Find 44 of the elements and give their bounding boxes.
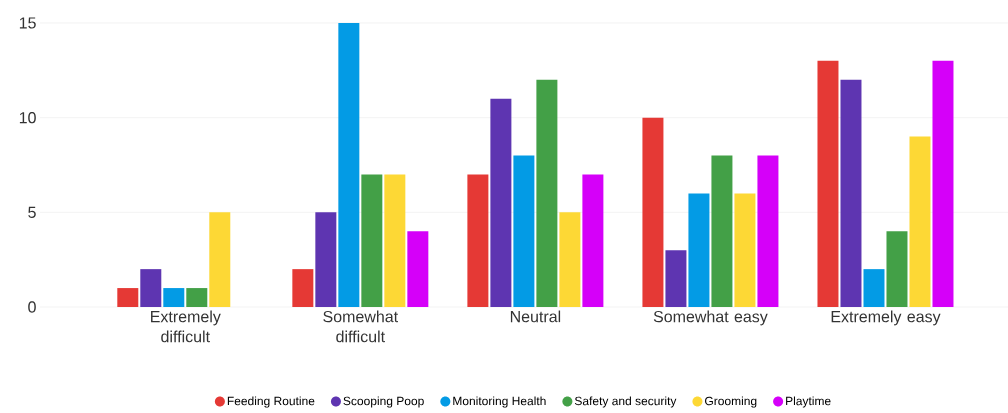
bar [886,231,908,307]
bar [711,155,733,307]
x-tick-label: Neutral [510,310,561,323]
bar [361,174,383,307]
bar [688,193,710,307]
bar [665,250,687,307]
bar [467,174,489,307]
bar [582,174,604,307]
bar [490,98,512,307]
y-tick-label: 5 [28,206,36,218]
x-tick-label: Somewhat easy [653,310,768,326]
bar [840,79,862,307]
bar [384,174,406,307]
bar [140,269,162,307]
bar [817,60,839,307]
bar [863,269,885,307]
legend-label: Feeding Routine [227,396,315,408]
x-tick-label: Somewhat difficult [323,310,399,343]
y-tick-label: 10 [19,112,36,124]
bar [209,212,231,307]
bar [163,288,185,307]
y-tick-label: 0 [28,301,36,313]
bar [642,117,664,307]
bar [407,231,429,307]
bar [734,193,756,307]
bar [338,23,360,307]
legend-label: Playtime [786,396,831,408]
bar [757,155,779,307]
bar [186,288,208,307]
legend-label: Safety and security [574,396,677,408]
legend-label: Monitoring Health [453,396,546,408]
legend-label: Scooping Poop [343,396,424,408]
bar [536,79,558,307]
bar [909,136,931,307]
legend-label: Grooming [705,396,757,408]
bar [932,60,954,307]
bar [513,155,535,307]
bar [315,212,337,307]
x-tick-label: Extremely easy [831,310,941,326]
y-tick-label: 15 [19,17,36,29]
x-tick-label: Extremely difficult [151,310,221,343]
bar [559,212,581,307]
bar [292,269,314,307]
bar [117,288,139,307]
